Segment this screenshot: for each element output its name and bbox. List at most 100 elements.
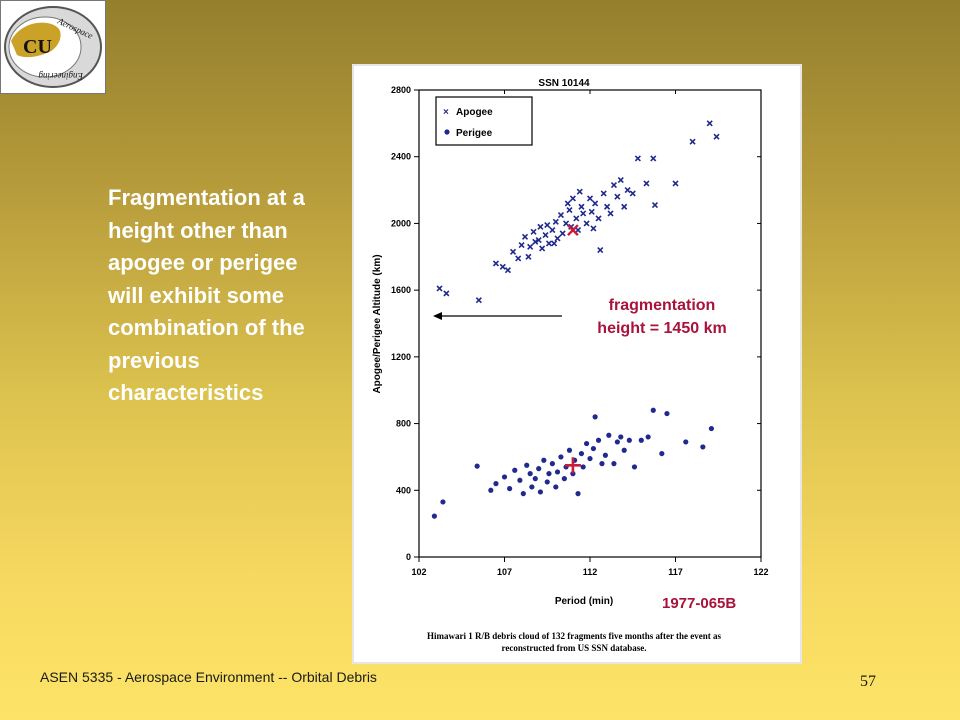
apogee-point-stroke	[509, 248, 517, 255]
perigee-point	[554, 469, 561, 475]
perigee-point	[595, 437, 602, 443]
apogee-point-stroke	[518, 242, 525, 249]
apogee-point	[557, 212, 564, 219]
apogee-point	[562, 220, 570, 227]
perigee-point	[618, 434, 624, 440]
apogee-point	[492, 260, 500, 267]
apogee-point	[588, 208, 595, 215]
perigee-point	[626, 437, 632, 443]
y-tick-label: 400	[396, 485, 411, 495]
y-tick-label: 2000	[391, 218, 411, 228]
x-tick-label: 122	[753, 567, 768, 577]
apogee-point	[592, 200, 599, 207]
apogee-point	[600, 190, 607, 197]
apogee-point	[624, 187, 631, 194]
perigee-point	[532, 476, 538, 482]
perigee-point	[493, 481, 499, 487]
apogee-point	[564, 200, 571, 207]
logo-ring-text-2: Engineering	[38, 71, 84, 81]
apogee-point	[713, 133, 720, 140]
apogee-point	[610, 182, 618, 189]
perigee-point	[520, 491, 526, 497]
x-tick-label: 117	[668, 567, 683, 577]
apogee-point	[554, 235, 561, 242]
apogee-point-stroke	[530, 228, 537, 235]
perigee-point	[592, 414, 598, 420]
apogee-point-stroke	[706, 120, 713, 127]
perigee-point	[614, 439, 620, 445]
perigee-point	[583, 440, 590, 447]
perigee-point	[590, 445, 597, 452]
apogee-point-stroke	[610, 182, 618, 189]
legend-apogee-label: Apogee	[456, 107, 493, 118]
apogee-point	[574, 227, 582, 234]
apogee-point-stroke	[600, 190, 607, 197]
perigee-point	[537, 489, 544, 495]
apogee-point-stroke	[475, 297, 482, 304]
apogee-point-stroke	[535, 237, 542, 244]
apogee-point	[542, 232, 549, 239]
apogee-point-stroke	[443, 290, 450, 297]
apogee-point	[537, 223, 544, 230]
y-tick-label: 1600	[391, 285, 411, 295]
apogee-point-stroke	[552, 218, 559, 225]
apogee-point	[651, 202, 659, 209]
apogee-point-stroke	[527, 243, 534, 250]
slide-body-text: Fragmentation at a height other than apo…	[108, 185, 305, 405]
perigee-point	[440, 499, 446, 505]
apogee-point	[650, 155, 657, 162]
apogee-point	[689, 138, 696, 145]
logo-letters: CU	[23, 36, 52, 58]
apogee-point-stroke	[545, 240, 553, 247]
apogee-point	[586, 195, 594, 202]
fragmentation-label-line1: fragmentation	[608, 297, 716, 314]
perigee-point	[524, 462, 530, 468]
perigee-point	[587, 455, 593, 462]
apogee-point-stroke	[525, 253, 532, 260]
apogee-point	[499, 263, 506, 270]
perigee-point	[664, 410, 670, 417]
perigee-point	[558, 454, 564, 460]
perigee-point	[512, 467, 518, 473]
apogee-point	[518, 242, 525, 249]
apogee-point-stroke	[562, 220, 570, 227]
apogee-point-stroke	[504, 267, 511, 274]
perigee-point	[546, 471, 552, 477]
apogee-point	[573, 215, 580, 222]
perigee-point	[606, 432, 612, 438]
axis-ticks: 102 107 112 117 122 0 400 800 1200 1600 2000 2400 28…	[391, 85, 769, 577]
apogee-point-stroke	[559, 230, 566, 237]
apogee-point-stroke	[588, 208, 595, 215]
apogee-point-stroke	[624, 187, 631, 194]
apogee-point	[706, 120, 713, 127]
apogee-point-stroke	[515, 255, 522, 262]
apogee-point	[614, 193, 621, 200]
perigee-point	[621, 447, 627, 453]
y-tick-label: 2400	[391, 152, 411, 162]
chart-title: SSN 10144	[538, 78, 590, 89]
apogee-point	[569, 195, 576, 202]
apogee-point	[552, 218, 559, 225]
apogee-point	[443, 290, 450, 297]
apogee-point	[566, 207, 573, 214]
perigee-point	[507, 486, 513, 492]
scatter-chart: SSN 10144 102 107 112 117 122 0 400 800 1200 1600…	[352, 64, 802, 664]
apogee-point	[617, 176, 624, 184]
data-points	[431, 120, 720, 519]
perigee-point	[566, 447, 573, 453]
apogee-point	[515, 255, 522, 262]
perigee-point	[602, 452, 608, 458]
apogee-point-stroke	[532, 238, 539, 245]
fragmentation-apogee-marker	[567, 224, 579, 236]
perigee-point	[580, 464, 586, 470]
y-tick-label: 0	[406, 552, 411, 562]
apogee-point-stroke	[554, 235, 561, 242]
cu-aerospace-logo: CU Aerospace Engineering	[0, 0, 106, 94]
apogee-point-stroke	[580, 210, 587, 217]
apogee-point	[607, 210, 614, 217]
apogee-point-stroke	[672, 180, 679, 187]
fragmentation-label-line2: height = 1450 km	[597, 320, 727, 337]
apogee-point	[545, 240, 553, 247]
fragmentation-apogee-stroke	[567, 224, 579, 236]
apogee-point-stroke	[557, 212, 564, 219]
